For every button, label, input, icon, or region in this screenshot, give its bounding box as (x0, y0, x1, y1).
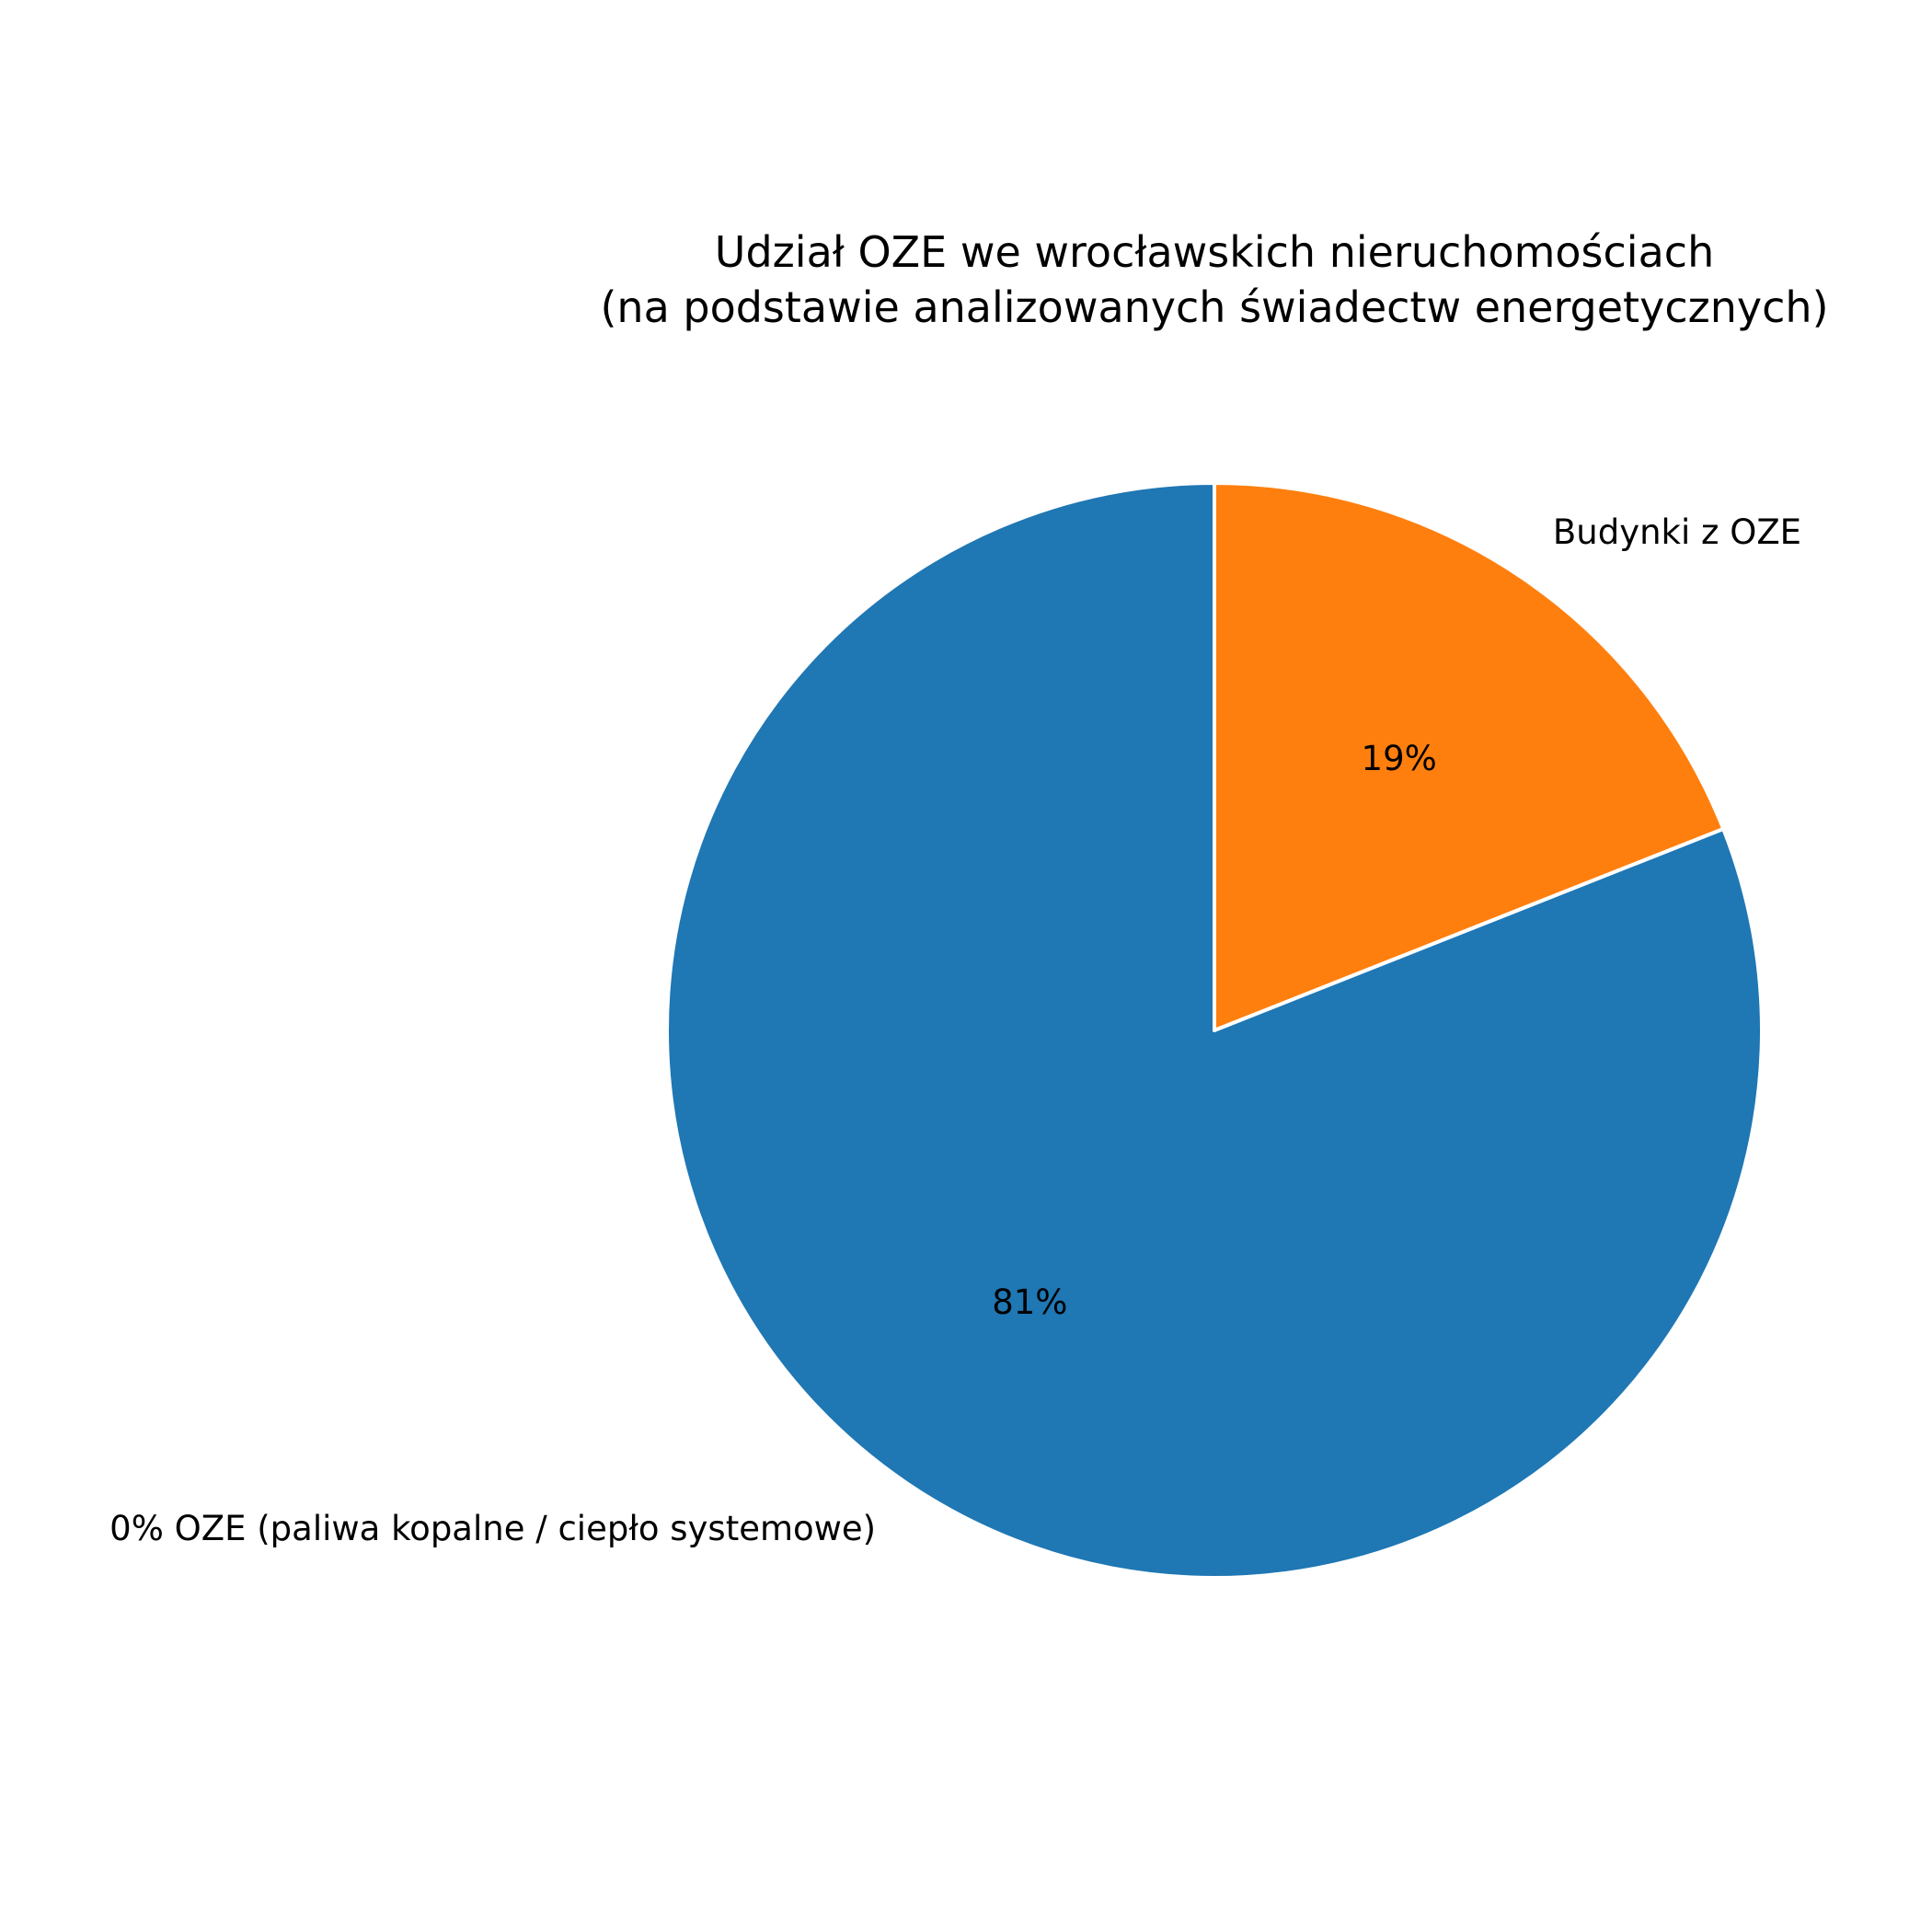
pie-labels: Budynki z OZE 19% 0% OZE (paliwa kopalne /… (109, 512, 1801, 1548)
slice-label-0-oze-paliwa-kopalne-ciep-o-systemowe: 0% OZE (paliwa kopalne / ciepło systemow… (109, 1509, 876, 1548)
pie-slice-budynki-z-oze (1213, 481, 1726, 1032)
pie-slices (665, 481, 1765, 1580)
slice-percent-0-oze-paliwa-kopalne-ciep-o-systemowe: 81% (992, 1282, 1067, 1322)
pie-slice-0-oze-paliwa-kopalne-ciep-o-systemowe (665, 481, 1765, 1580)
slice-label-budynki-z-oze: Budynki z OZE (1553, 512, 1801, 552)
chart-title: Udział OZE we wrocławskich nieruchomości… (715, 227, 1714, 277)
chart-subtitle: (na podstawie analizowanych świadectw en… (600, 282, 1828, 332)
slice-percent-budynki-z-oze: 19% (1362, 739, 1437, 778)
